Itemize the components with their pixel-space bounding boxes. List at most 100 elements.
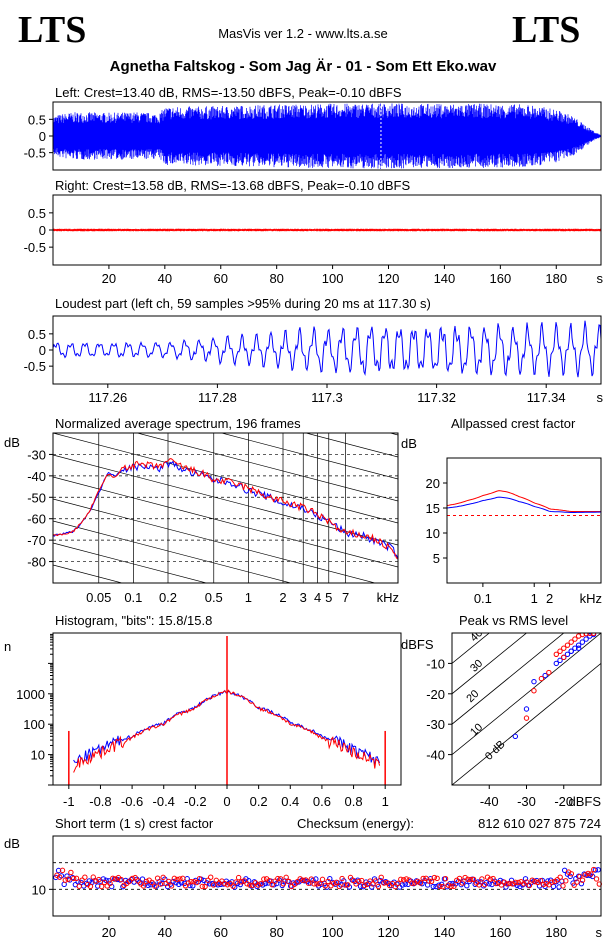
- loudest-xtick: 117.3: [311, 390, 343, 405]
- stcf-point-1: [487, 876, 493, 882]
- crest-xtick: 1: [531, 591, 538, 606]
- spectrum-xtick: 2: [279, 590, 286, 605]
- stcf-point-1: [185, 880, 192, 886]
- stcf-point-1: [182, 883, 189, 889]
- stcf-point-1: [202, 883, 208, 890]
- loudest-xtick: 117.32: [417, 390, 456, 405]
- waveform-ytick-1: 0: [39, 223, 46, 238]
- stcf-point-1: [591, 866, 597, 873]
- spectrum-slope-line: [220, 433, 398, 480]
- stcf-point-1: [389, 880, 396, 887]
- stcf-point-1: [593, 876, 600, 882]
- histogram-plot-area: [68, 635, 386, 785]
- stcf-point-1: [596, 881, 603, 887]
- spectrum-xtick: 3: [300, 590, 307, 605]
- stcf-point-1: [381, 880, 387, 886]
- stcf-point-1: [481, 881, 488, 888]
- spectrum-slope-line: [135, 433, 398, 502]
- pvr-point-0: [542, 672, 548, 679]
- spectrum-slope-line: [53, 213, 398, 303]
- histogram-xtick: -0.8: [89, 794, 111, 809]
- stcf-point-1: [233, 879, 239, 885]
- stcf-point-1: [149, 879, 155, 886]
- crest-title: Allpassed crest factor: [451, 416, 576, 431]
- stcf-point-1: [431, 874, 438, 881]
- stcf-point-1: [157, 881, 164, 887]
- pvr-ylabel: dBFS: [401, 637, 434, 652]
- stcf-point-1: [434, 875, 440, 882]
- stcf-point-1: [568, 871, 575, 877]
- pvr-point-1: [553, 651, 559, 657]
- pvr-ytick: -40: [426, 748, 445, 763]
- loudest-frame: [52, 315, 602, 385]
- histogram-xtick: -0.4: [153, 794, 175, 809]
- stcf-point-1: [317, 880, 323, 887]
- stcf-point-1: [180, 875, 186, 882]
- stcf-xtick: 60: [214, 925, 228, 940]
- stcf-point-1: [325, 878, 331, 885]
- spectrum-slope-line: [53, 433, 398, 524]
- crest-ytick: 5: [433, 551, 440, 566]
- histogram-ytick: 1000: [16, 687, 45, 702]
- spectrum-xtick: 5: [325, 590, 332, 605]
- pvr-point-1: [531, 688, 537, 694]
- spectrum-ytick: -80: [27, 555, 46, 570]
- pvr-point-1: [561, 645, 567, 651]
- stcf-point-1: [356, 878, 362, 885]
- waveform-ytick-0: 0.5: [28, 112, 46, 127]
- stcf-point-1: [171, 875, 178, 882]
- stcf-point-1: [177, 876, 183, 882]
- stcf-point-1: [333, 879, 340, 886]
- stcf-point-1: [132, 874, 138, 881]
- stcf-point-1: [537, 878, 544, 884]
- waveform-title-1: Right: Crest=13.58 dB, RMS=-13.68 dBFS, …: [55, 178, 410, 193]
- stcf-point-1: [336, 883, 343, 890]
- stcf-point-1: [194, 879, 200, 886]
- crest-series-1: [446, 496, 602, 513]
- stcf-point-0: [176, 881, 182, 887]
- stcf-frame: [52, 835, 602, 917]
- pvr-ytick: -30: [426, 717, 445, 732]
- waveform-ytick-1: 0.5: [28, 206, 46, 221]
- stcf-point-1: [331, 880, 337, 886]
- spectrum-ylabel: dB: [4, 435, 20, 450]
- waveform-xtick-1: 100: [322, 271, 344, 286]
- stcf-point-1: [98, 883, 105, 890]
- stcf-point-1: [448, 883, 454, 889]
- checksum-value: 812 610 027 875 724: [478, 816, 601, 831]
- stcf-point-1: [322, 883, 329, 889]
- spectrum-ytick: -50: [27, 490, 46, 505]
- stcf-point-1: [409, 880, 415, 886]
- stcf-point-1: [428, 878, 435, 885]
- stcf-point-1: [426, 878, 432, 884]
- stcf-point-1: [403, 876, 410, 882]
- stcf-point-1: [445, 882, 452, 888]
- stcf-point-1: [303, 877, 309, 883]
- stcf-title: Short term (1 s) crest factor: [55, 816, 214, 831]
- pvr-xtick: -40: [480, 794, 499, 809]
- checksum-label: Checksum (energy):: [297, 816, 414, 831]
- stcf-xtick: 80: [269, 925, 283, 940]
- stcf-point-1: [549, 879, 555, 885]
- stcf-point-1: [451, 883, 457, 889]
- stcf-point-1: [255, 882, 261, 888]
- stcf-point-1: [305, 880, 312, 886]
- stcf-point-1: [174, 876, 180, 883]
- stcf-point-1: [456, 875, 463, 882]
- stcf-point-1: [440, 883, 446, 890]
- stcf-point-1: [221, 880, 228, 887]
- stcf-point-1: [358, 877, 365, 884]
- stcf-ytick: 10: [32, 882, 46, 897]
- pvr-ytick: -20: [426, 687, 445, 702]
- stcf-point-1: [314, 881, 320, 887]
- histogram-xtick: 0.8: [345, 794, 363, 809]
- stcf-point-1: [235, 874, 242, 881]
- histogram-ytick: 100: [23, 717, 45, 732]
- stcf-point-1: [400, 877, 407, 883]
- stcf-point-1: [395, 880, 401, 887]
- stcf-point-1: [140, 883, 147, 889]
- stcf-point-0: [550, 883, 557, 890]
- stcf-point-1: [459, 880, 466, 886]
- stcf-point-1: [504, 881, 510, 887]
- stcf-point-1: [540, 881, 547, 888]
